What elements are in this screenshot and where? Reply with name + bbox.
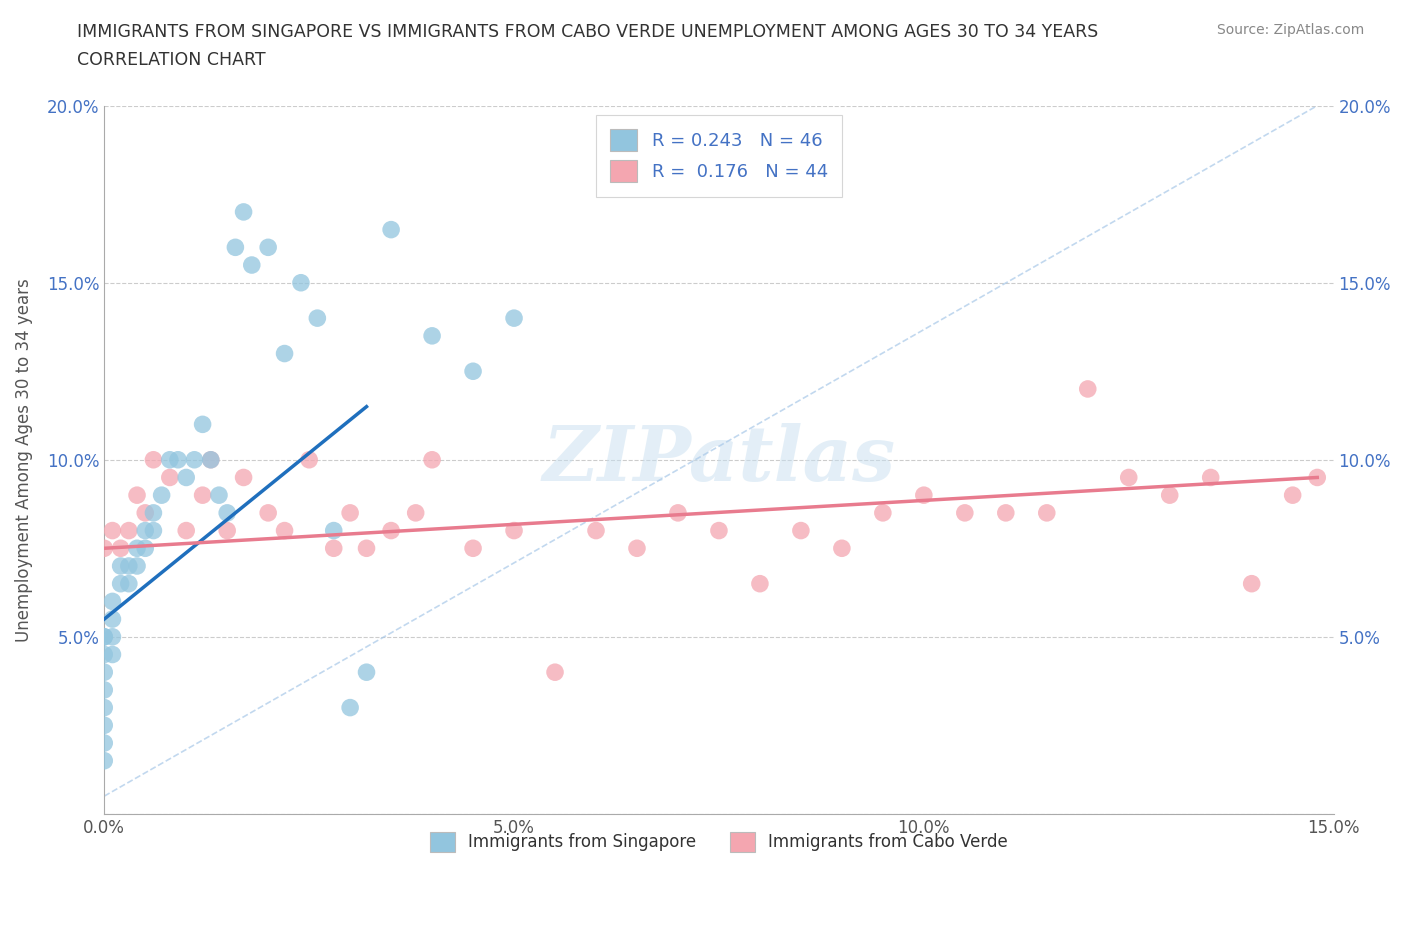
Point: [93, 665, 115, 680]
Point: [101, 630, 124, 644]
Point: [142, 524, 165, 538]
Point: [142, 452, 165, 467]
Point: [183, 452, 205, 467]
Point: [356, 541, 378, 556]
Point: [585, 524, 607, 538]
Point: [707, 524, 730, 538]
Point: [200, 452, 222, 467]
Point: [626, 541, 648, 556]
Point: [134, 541, 156, 556]
Point: [142, 505, 165, 520]
Point: [217, 505, 239, 520]
Point: [1118, 470, 1140, 485]
Point: [93, 683, 115, 698]
Point: [232, 470, 254, 485]
Point: [912, 487, 935, 502]
Point: [174, 470, 197, 485]
Point: [134, 524, 156, 538]
Point: [273, 346, 295, 361]
Point: [134, 505, 156, 520]
Point: [290, 275, 312, 290]
Point: [101, 647, 124, 662]
Point: [93, 541, 115, 556]
Text: ZIPatlas: ZIPatlas: [543, 423, 896, 497]
Point: [110, 559, 132, 574]
Point: [93, 700, 115, 715]
Point: [118, 577, 141, 591]
Point: [420, 452, 443, 467]
Point: [232, 205, 254, 219]
Y-axis label: Unemployment Among Ages 30 to 34 years: Unemployment Among Ages 30 to 34 years: [15, 278, 32, 642]
Point: [1077, 381, 1099, 396]
Point: [339, 700, 361, 715]
Point: [1281, 487, 1303, 502]
Point: [461, 364, 484, 379]
Point: [93, 647, 115, 662]
Point: [101, 594, 124, 609]
Point: [339, 505, 361, 520]
Point: [872, 505, 894, 520]
Point: [125, 487, 148, 502]
Point: [748, 577, 770, 591]
Point: [420, 328, 443, 343]
Text: CORRELATION CHART: CORRELATION CHART: [77, 51, 266, 69]
Point: [1036, 505, 1059, 520]
Point: [93, 630, 115, 644]
Point: [191, 487, 214, 502]
Point: [322, 524, 344, 538]
Text: Source: ZipAtlas.com: Source: ZipAtlas.com: [1216, 23, 1364, 37]
Point: [159, 452, 181, 467]
Point: [125, 541, 148, 556]
Point: [110, 541, 132, 556]
Point: [217, 524, 239, 538]
Point: [110, 577, 132, 591]
Point: [159, 470, 181, 485]
Point: [273, 524, 295, 538]
Point: [93, 630, 115, 644]
Point: [503, 524, 526, 538]
Point: [93, 736, 115, 751]
Point: [356, 665, 378, 680]
Point: [461, 541, 484, 556]
Point: [208, 487, 231, 502]
Point: [101, 612, 124, 627]
Point: [380, 222, 402, 237]
Point: [125, 559, 148, 574]
Point: [666, 505, 689, 520]
Legend: Immigrants from Singapore, Immigrants from Cabo Verde: Immigrants from Singapore, Immigrants fr…: [423, 825, 1015, 858]
Point: [298, 452, 321, 467]
Point: [93, 718, 115, 733]
Point: [405, 505, 427, 520]
Point: [503, 311, 526, 325]
Point: [994, 505, 1017, 520]
Point: [150, 487, 173, 502]
Point: [191, 417, 214, 432]
Point: [200, 452, 222, 467]
Point: [380, 524, 402, 538]
Text: IMMIGRANTS FROM SINGAPORE VS IMMIGRANTS FROM CABO VERDE UNEMPLOYMENT AMONG AGES : IMMIGRANTS FROM SINGAPORE VS IMMIGRANTS …: [77, 23, 1098, 41]
Point: [101, 524, 124, 538]
Point: [257, 240, 280, 255]
Point: [1306, 470, 1329, 485]
Point: [1240, 577, 1263, 591]
Point: [224, 240, 246, 255]
Point: [322, 541, 344, 556]
Point: [167, 452, 190, 467]
Point: [118, 559, 141, 574]
Point: [93, 753, 115, 768]
Point: [257, 505, 280, 520]
Point: [953, 505, 976, 520]
Point: [790, 524, 813, 538]
Point: [118, 524, 141, 538]
Point: [240, 258, 263, 272]
Point: [1199, 470, 1222, 485]
Point: [307, 311, 329, 325]
Point: [1159, 487, 1181, 502]
Point: [544, 665, 567, 680]
Point: [174, 524, 197, 538]
Point: [831, 541, 853, 556]
